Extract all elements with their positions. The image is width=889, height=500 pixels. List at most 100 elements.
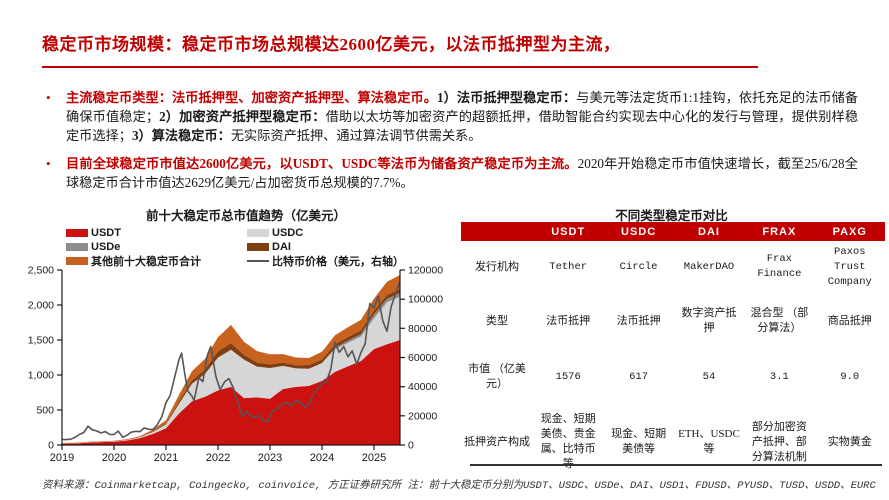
row-label: 类型: [486, 314, 508, 327]
table-cell: Paxos Trust Company: [827, 245, 872, 288]
svg-text:2020: 2020: [102, 452, 126, 464]
table-cell: 54: [702, 370, 716, 383]
svg-text:60000: 60000: [408, 352, 437, 364]
legend-label: USDT: [91, 226, 121, 239]
svg-text:1,000: 1,000: [28, 370, 54, 382]
source-footnote: 资料来源：Coinmarketcap, Coingecko, coinvoice…: [42, 480, 876, 492]
legend-label: DAI: [272, 240, 291, 253]
bullet-text: 法币抵押型稳定币：: [456, 90, 577, 105]
bullet-text: 借助以太坊等加密资产的超额抵押，借助智能合约实现去中心化的发行与管理，提供别样稳…: [66, 109, 859, 143]
legend-item-usdt: USDT: [66, 226, 247, 239]
table-cell: 法币抵押: [616, 314, 661, 327]
table-cell: 9.0: [840, 370, 860, 383]
bullet-text: 与美元等法定货币1:1挂钩，依托充足的法币储备确保币值稳定；: [66, 90, 859, 124]
table-cell: 1576: [555, 370, 581, 383]
table-cell: Frax Finance: [757, 253, 802, 280]
svg-text:1,500: 1,500: [28, 335, 54, 347]
table-row-issuer: 发行机构 Tether Circle MakerDAO Frax Finance…: [461, 241, 885, 293]
table-cell: 混合型 （部分算法）: [750, 307, 809, 334]
svg-text:2025: 2025: [362, 452, 386, 464]
legend-label: USDe: [91, 240, 121, 253]
row-label: 抵押资产构成: [464, 435, 530, 448]
table-cell: 现金、短期美债等: [611, 428, 667, 455]
table-cell: 商品抵押: [827, 314, 872, 327]
header-cell-usdc: USDC: [603, 222, 674, 241]
btc-line-swatch-icon: [247, 259, 269, 262]
table-cell: ETH、USDC等: [678, 428, 740, 455]
svg-text:0: 0: [48, 440, 54, 452]
bullet-text: 3）: [131, 128, 152, 143]
bullet-text: 2）: [159, 109, 180, 124]
legend-label: 其他前十大稳定币合计: [91, 255, 201, 268]
legend-label: 比特币价格（美元，右轴）: [272, 255, 404, 268]
bullet-text: 加密资产抵押型稳定币：: [179, 109, 326, 124]
table-cell: MakerDAO: [683, 260, 735, 273]
bullet-text: 无实际资产抵押、通过算法调节供需关系。: [230, 128, 482, 143]
table-row-collateral: 抵押资产构成 现金、短期美债、贵金属、比特币等 现金、短期美债等 ETH、USD…: [461, 405, 885, 479]
legend-item-others: 其他前十大稳定币合计: [66, 254, 247, 268]
legend-label: USDC: [272, 226, 304, 239]
table-cell: Tether: [549, 260, 588, 273]
svg-text:2,000: 2,000: [28, 300, 54, 312]
svg-text:20000: 20000: [408, 410, 437, 422]
others-swatch-icon: [66, 256, 88, 265]
bullet-text: 主流稳定币类型：法币抵押型、加密资产抵押型、算法稳定币。: [66, 90, 437, 105]
table-cell: Circle: [619, 260, 658, 273]
svg-text:120000: 120000: [408, 265, 443, 277]
bullet-text: 算法稳定币：: [151, 128, 231, 143]
table-header-row: USDT USDC DAI FRAX PAXG: [461, 222, 885, 241]
table-cell: 实物黄金: [827, 435, 872, 448]
svg-text:40000: 40000: [408, 381, 437, 393]
chart-title: 前十大稳定币总市值趋势（亿美元）: [145, 209, 346, 223]
header-cell-dai: DAI: [673, 222, 745, 241]
svg-text:2023: 2023: [258, 452, 282, 464]
bullet-text: 目前全球稳定币市值达2600亿美元，以USDT、USDC等法币为储备资产稳定币为…: [66, 156, 578, 171]
usde-swatch-icon: [66, 242, 88, 251]
bullet-item-1: • 主流稳定币类型：法币抵押型、加密资产抵押型、算法稳定币。1）法币抵押型稳定币：…: [40, 88, 858, 145]
legend-item-usde: USDe: [66, 240, 247, 253]
svg-text:2022: 2022: [206, 452, 230, 464]
page-title: 稳定币市场规模：稳定币市场总规模达2600亿美元，以法币抵押型为主流，: [42, 35, 621, 54]
usdt-swatch-icon: [66, 228, 88, 237]
table-cell: 部分加密资产抵押、部分算法机制: [751, 420, 807, 463]
svg-text:2,500: 2,500: [28, 265, 54, 277]
usdc-swatch-icon: [247, 228, 269, 237]
stablecoin-marketcap-chart: 0 500 1,000 1,500 2,000 2,500 0 20000 40000 60000…: [28, 265, 443, 465]
legend-item-usdc: USDC: [247, 226, 438, 239]
table-cell: 617: [629, 370, 649, 383]
svg-text:2021: 2021: [154, 452, 178, 464]
header-cell-frax: FRAX: [744, 222, 815, 241]
table-bottom-rule: [470, 464, 882, 466]
chart-legend: USDT USDC USDe DAI 其他前十大稳定币合计 比特币价格（美元，右…: [66, 226, 438, 268]
svg-text:80000: 80000: [408, 323, 437, 335]
table-cell: 数字资产抵押: [681, 307, 737, 334]
bullet-item-2: • 目前全球稳定币市值达2600亿美元，以USDT、USDC等法币为储备资产稳定币…: [40, 154, 858, 192]
header-cell: [461, 222, 533, 241]
header-cell-usdt: USDT: [533, 222, 604, 241]
title-underline: [42, 66, 758, 68]
svg-text:2024: 2024: [310, 452, 334, 464]
header-cell-paxg: PAXG: [814, 222, 885, 241]
stablecoin-comparison-table: USDT USDC DAI FRAX PAXG 发行机构 Tether Circ…: [461, 222, 885, 479]
table-cell: 法币抵押: [546, 314, 591, 327]
table-cell: 3.1: [769, 370, 789, 383]
bullet-text: 1）: [437, 90, 457, 105]
legend-item-btc-price: 比特币价格（美元，右轴）: [247, 254, 438, 268]
table-cell: 现金、短期美债、贵金属、比特币等: [540, 413, 596, 470]
table-row-type: 类型 法币抵押 法币抵押 数字资产抵押 混合型 （部分算法） 商品抵押: [461, 293, 885, 349]
bullet-marker: •: [46, 90, 51, 105]
legend-item-dai: DAI: [247, 240, 438, 253]
row-label: 市值 （亿美元）: [468, 363, 526, 390]
bullet-list: • 主流稳定币类型：法币抵押型、加密资产抵押型、算法稳定币。1）法币抵押型稳定币：…: [40, 88, 858, 201]
svg-text:100000: 100000: [408, 294, 443, 306]
svg-text:2019: 2019: [50, 452, 74, 464]
svg-text:500: 500: [36, 405, 54, 417]
bullet-text: 2020年开始稳定币市值快速增长，截至25/6/28全球稳定币合计市值达2629…: [66, 156, 858, 190]
table-title: 不同类型稳定币对比: [615, 209, 728, 223]
row-label: 发行机构: [475, 260, 519, 273]
table-row-marketcap: 市值 （亿美元） 1576 617 54 3.1 9.0: [461, 349, 885, 405]
dai-swatch-icon: [247, 242, 269, 251]
svg-text:0: 0: [408, 440, 414, 452]
bullet-marker: •: [46, 156, 51, 171]
